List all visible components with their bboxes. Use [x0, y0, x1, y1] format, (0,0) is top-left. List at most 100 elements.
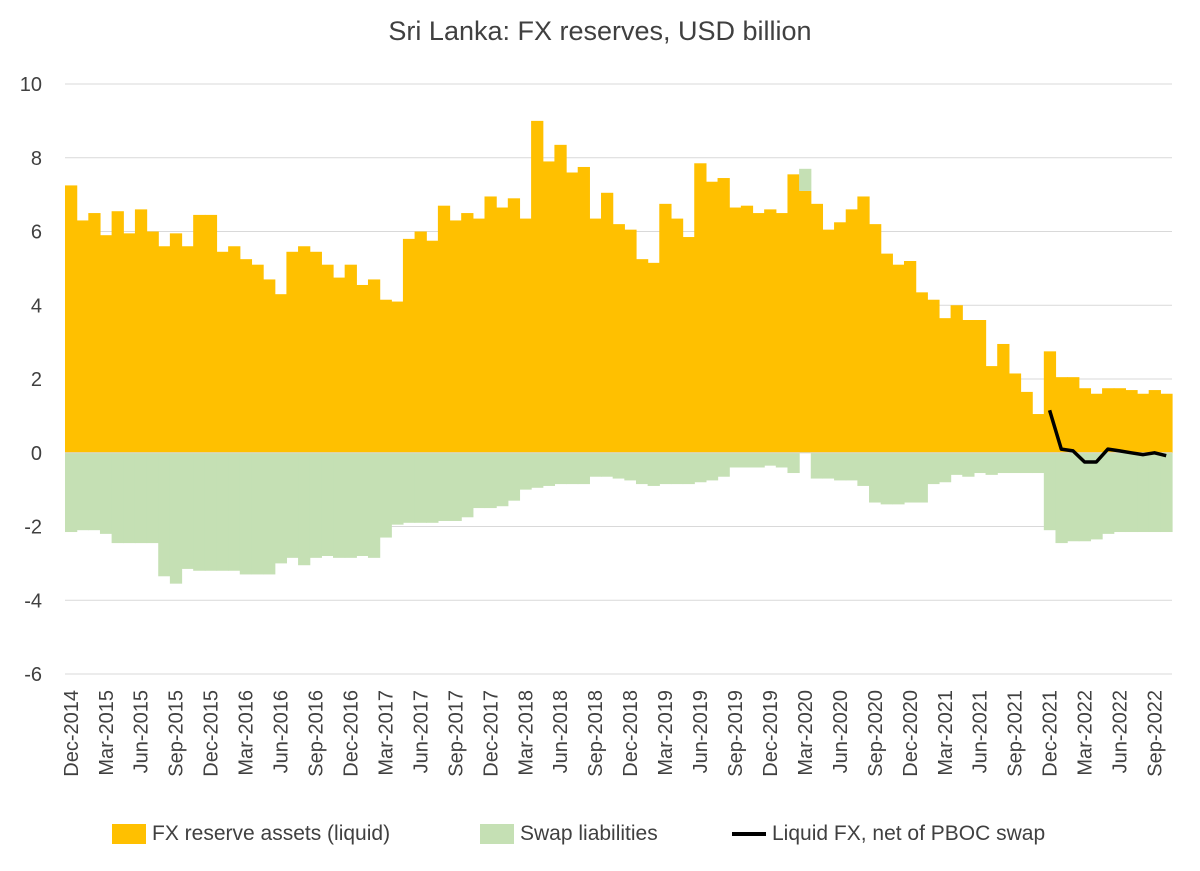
swap-bar [496, 452, 509, 507]
reserve-bar [950, 305, 963, 453]
reserve-bar [298, 246, 311, 453]
x-tick-label: Sep-2022 [1145, 690, 1167, 777]
x-tick-label: Jun-2016 [271, 690, 293, 773]
reserve-bar [822, 229, 835, 453]
x-tick-label: Sep-2017 [445, 690, 467, 777]
reserve-bar [193, 214, 206, 453]
swap-bar [379, 452, 392, 538]
reserve-bar [239, 259, 253, 453]
reserve-bar [181, 246, 194, 453]
swap-bar [309, 452, 322, 558]
reserve-bar [927, 299, 940, 453]
reserve-bar [577, 166, 590, 453]
legend-swatch-swap [480, 824, 514, 844]
reserve-bar [391, 301, 404, 453]
swap-bar [694, 452, 707, 483]
swap-bar [169, 452, 183, 584]
swap-bar [985, 452, 998, 475]
reserve-bar [1102, 388, 1115, 453]
reserve-bar [437, 205, 451, 453]
legend-item-net-fx: Liquid FX, net of PBOC swap [732, 822, 1045, 846]
swap-bar [1137, 452, 1150, 533]
chart-title: Sri Lanka: FX reserves, USD billion [388, 16, 812, 46]
swap-bar [99, 452, 113, 534]
swap-bar [228, 452, 241, 571]
swap-bar [286, 452, 299, 558]
reserve-bar [799, 190, 812, 453]
swap-bar [659, 452, 672, 485]
swap-bar [845, 452, 858, 481]
y-tick-labels: 10 8 6 4 2 0 -2 -4 -6 [20, 74, 42, 686]
swap-bar [88, 452, 101, 531]
legend-label-net-fx: Liquid FX, net of PBOC swap [772, 822, 1046, 845]
swap-bars [65, 168, 1173, 584]
reserve-bar [717, 178, 730, 453]
reserve-bar [65, 185, 78, 453]
reserve-bar [1090, 393, 1103, 453]
x-tick-label: Sep-2021 [1005, 690, 1027, 777]
swap-bar [193, 452, 206, 571]
x-tick-label: Mar-2016 [236, 690, 258, 776]
swap-bar [566, 452, 579, 485]
reserve-bar [123, 233, 136, 453]
reserve-bar [1055, 377, 1068, 453]
reserve-bar [461, 213, 474, 453]
reserve-bar [764, 209, 777, 453]
reserve-bar [402, 238, 416, 453]
x-tick-label: Dec-2021 [1040, 690, 1062, 777]
y-tick-label: 4 [31, 295, 42, 317]
swap-bar [577, 452, 590, 485]
reserve-bar [134, 209, 148, 453]
reserve-bar [1067, 377, 1080, 453]
reserve-bar [379, 299, 392, 453]
reserve-bar [472, 218, 486, 453]
swap-bar [263, 452, 276, 575]
swap-bar [822, 452, 835, 479]
reserve-bar [309, 251, 322, 453]
x-tick-label: Mar-2018 [515, 690, 537, 776]
x-tick-label: Dec-2014 [61, 690, 83, 777]
x-tick-label: Sep-2016 [306, 690, 328, 777]
swap-bar [1055, 452, 1068, 544]
swap-bar [997, 452, 1010, 474]
reserve-bar [507, 198, 521, 453]
swap-bar [402, 452, 416, 523]
x-tick-label: Jun-2020 [830, 690, 852, 773]
swap-bar [158, 452, 171, 577]
reserve-bar [158, 246, 171, 453]
reserve-bar [263, 279, 276, 453]
x-tick-label: Jun-2019 [690, 690, 712, 773]
x-tick-label: Mar-2015 [96, 690, 118, 776]
reserve-bar [1043, 351, 1057, 453]
x-tick-label: Sep-2019 [725, 690, 747, 777]
swap-bar [775, 452, 789, 468]
reserve-bar [880, 253, 893, 453]
swap-bar [484, 452, 497, 509]
reserve-bar [228, 246, 241, 453]
swap-bar [391, 452, 404, 525]
swap-bar [834, 452, 847, 481]
reserve-bar [752, 213, 765, 453]
reserve-bar [204, 214, 218, 453]
swap-bar [635, 452, 649, 485]
x-tick-label: Dec-2020 [900, 690, 922, 777]
reserve-bar [1148, 390, 1161, 453]
swap-bar [76, 452, 89, 531]
swap-bar [601, 452, 614, 477]
swap-bar [216, 452, 229, 571]
x-tick-label: Dec-2017 [480, 690, 502, 777]
reserve-bar [344, 264, 357, 453]
reserve-bar [554, 144, 567, 453]
reserve-bar [705, 181, 719, 453]
swap-bar [333, 452, 346, 558]
reserve-bar [88, 213, 101, 453]
reserve-bar [682, 237, 695, 453]
reserve-bar [787, 174, 800, 453]
reserve-bar [484, 196, 497, 453]
swap-bar [950, 452, 963, 475]
swap-bar [344, 452, 357, 558]
reserve-bar [1113, 388, 1126, 453]
reserve-bar [146, 231, 159, 453]
legend-swatch-reserves [112, 824, 146, 844]
